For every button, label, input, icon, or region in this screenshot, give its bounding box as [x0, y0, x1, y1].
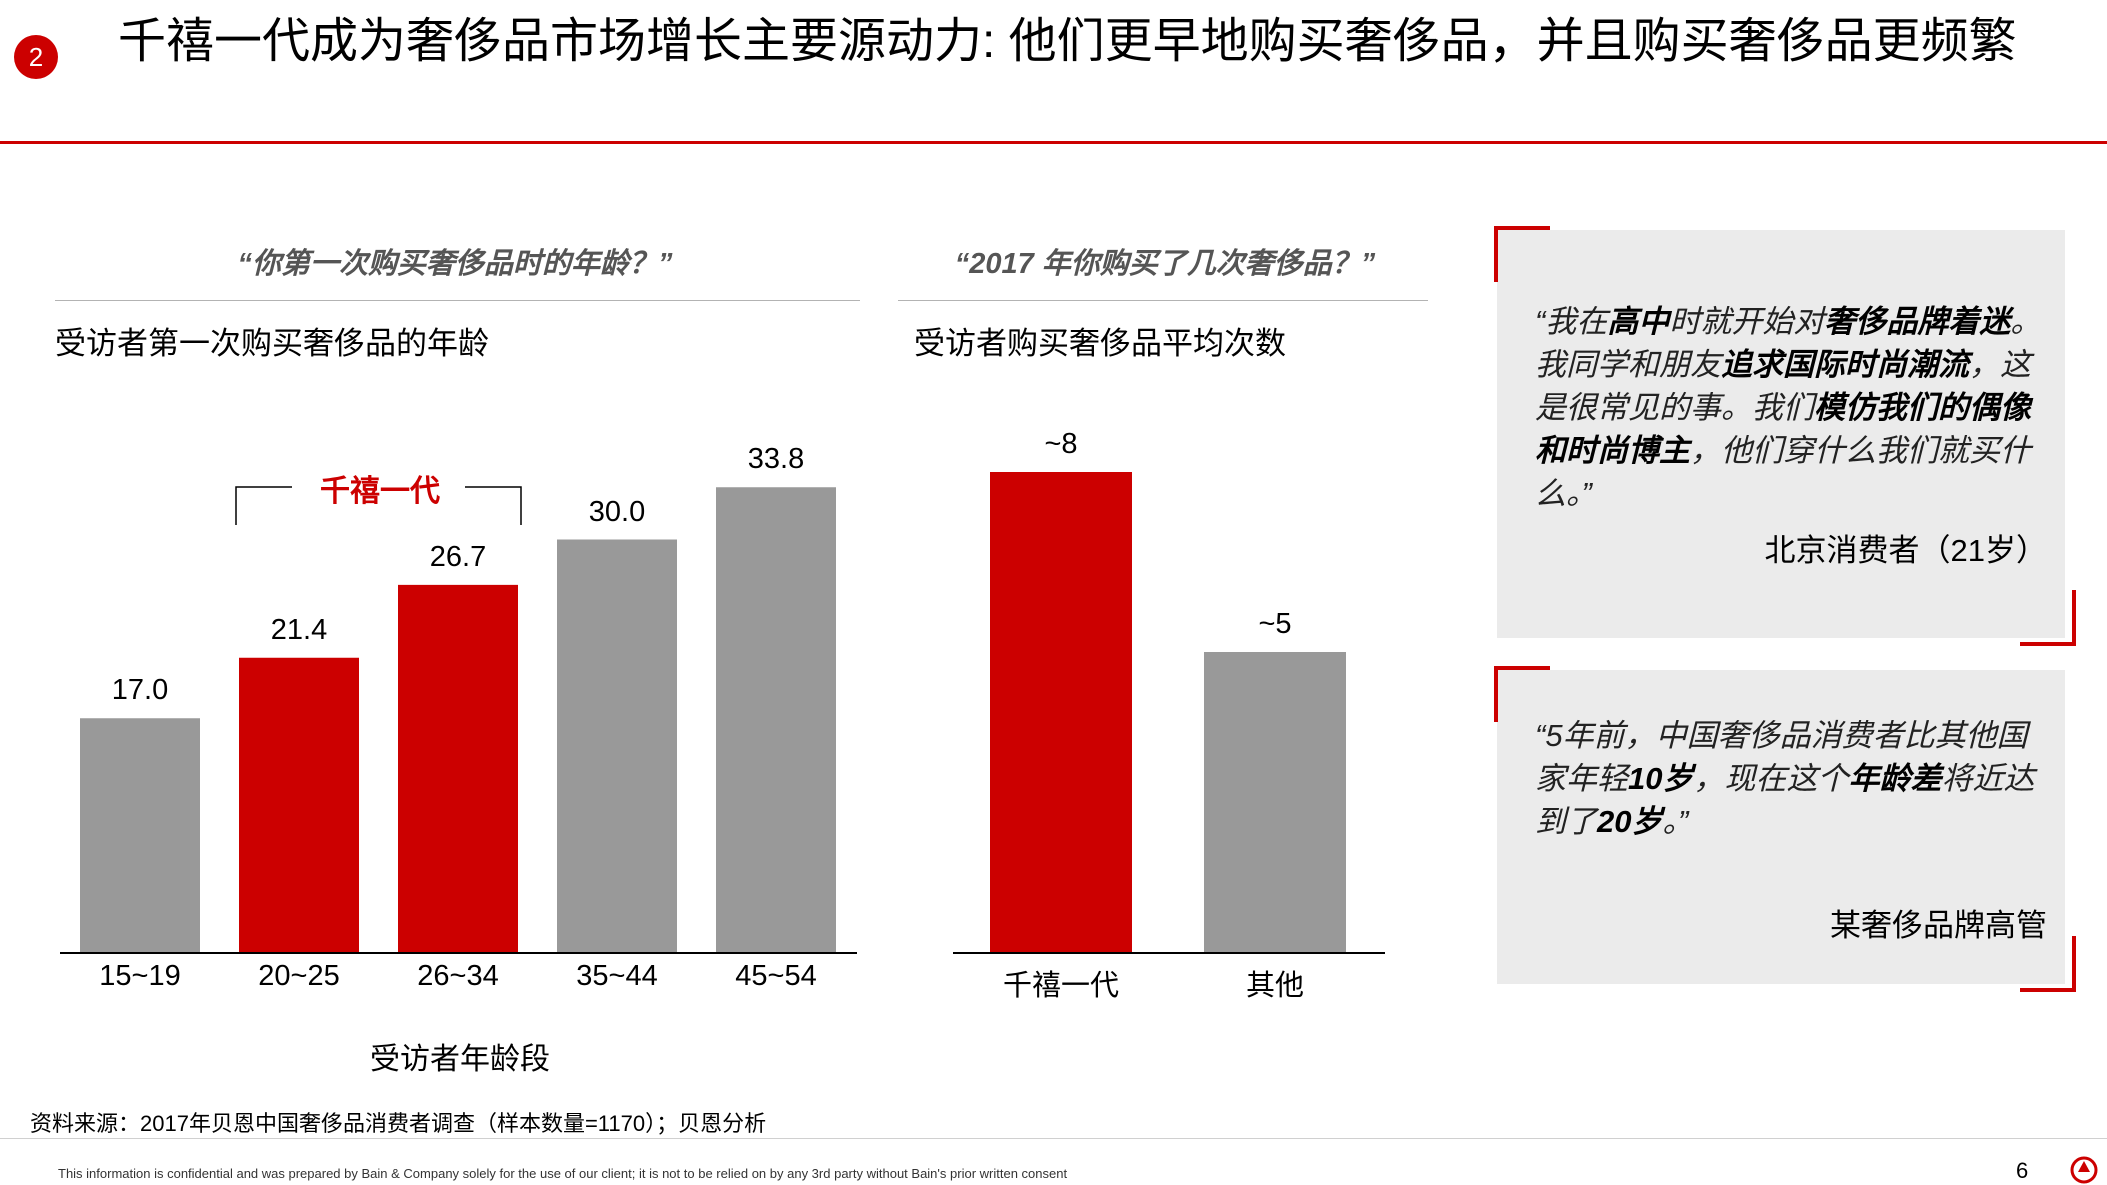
confidentiality-disclaimer: This information is confidential and was…: [58, 1166, 1068, 1181]
left-chart-axis-title: 受访者年龄段: [370, 1043, 550, 1076]
title-divider: [0, 141, 2107, 144]
category-label: 15~19: [99, 960, 181, 992]
bar-45~54: [716, 487, 836, 952]
middle-question-divider: [898, 300, 1428, 301]
category-label: 26~34: [417, 960, 499, 992]
bar-15~19: [80, 718, 200, 952]
bar-value-label: 30.0: [588, 495, 646, 528]
quote-emphasis: 模仿我们的偶像和时尚博主: [1535, 390, 2031, 468]
bar-value-label: ~8: [1044, 428, 1078, 460]
bain-logo-icon: [2070, 1156, 2098, 1184]
page-title: 千禧一代成为奢侈品市场增长主要源动力: 他们更早地购买奢侈品，并且购买奢侈品更频…: [118, 15, 2017, 68]
bar-26~34: [398, 584, 518, 952]
middle-chart-axis: [953, 952, 1385, 954]
quote-segment: ，这是很常见的事。我们: [1535, 347, 2031, 425]
quote-segment: “我在: [1535, 304, 1608, 339]
quote-emphasis: 10岁: [1628, 761, 1694, 796]
bar-其他: [1204, 652, 1346, 952]
millennial-bracket-label: 千禧一代: [320, 475, 440, 508]
middle-chart-subtitle: 受访者购买奢侈品平均次数: [914, 326, 1286, 361]
middle-question: “2017 年你购买了几次奢侈品？”: [954, 248, 1376, 280]
quote-segment: ，他们穿什么我们就买什么。”: [1535, 433, 2031, 511]
bar-value-label: 17.0: [111, 674, 169, 707]
quote-segment: 。我同学和朋友: [1535, 304, 2042, 382]
section-badge: 2: [14, 35, 58, 79]
bar-value-label: 26.7: [429, 540, 487, 573]
bar-35~44: [557, 539, 677, 952]
category-label: 35~44: [576, 960, 658, 992]
bar-value-label: 21.4: [270, 613, 328, 646]
footer-divider: [0, 1138, 2107, 1139]
quote-text: “5年前，中国奢侈品消费者比其他国家年轻10岁，现在这个年龄差将近达到了20岁。…: [1535, 714, 2055, 843]
quote-emphasis: 20岁: [1597, 804, 1663, 839]
quote-box-1-frame-corners: [1494, 226, 2076, 646]
quote-segment: 时就开始对: [1669, 304, 1825, 339]
quote-text: “我在高中时就开始对奢侈品牌着迷。我同学和朋友追求国际时尚潮流，这是很常见的事。…: [1535, 300, 2055, 515]
left-chart-subtitle: 受访者第一次购买奢侈品的年龄: [55, 326, 489, 361]
category-label: 45~54: [735, 960, 817, 992]
quote-segment: “5年前，中国奢侈品消费者比其他国家年轻: [1535, 718, 2028, 796]
quote-emphasis: 奢侈品牌着迷: [1824, 304, 2011, 339]
category-label: 其他: [1245, 970, 1304, 1002]
quote-segment: 。”: [1662, 804, 1689, 839]
quote-box-1: “我在高中时就开始对奢侈品牌着迷。我同学和朋友追求国际时尚潮流，这是很常见的事。…: [1497, 230, 2065, 638]
age-first-purchase-chart: [80, 487, 836, 952]
purchase-frequency-chart: [990, 472, 1346, 952]
bar-value-label: ~5: [1258, 608, 1292, 640]
bar-value-label: 33.8: [747, 443, 805, 476]
bar-20~25: [239, 657, 359, 952]
quote-attribution: 某奢侈品牌高管: [1830, 908, 2047, 943]
quote-emphasis: 高中: [1607, 304, 1670, 339]
page-number: 6: [2016, 1158, 2029, 1183]
source-note: 资料来源：2017年贝恩中国奢侈品消费者调查（样本数量=1170）；贝恩分析: [30, 1111, 767, 1136]
quote-box-2: “5年前，中国奢侈品消费者比其他国家年轻10岁，现在这个年龄差将近达到了20岁。…: [1497, 670, 2065, 984]
category-label: 20~25: [258, 960, 340, 992]
millennial-bracket: [235, 486, 522, 525]
bar-千禧一代: [990, 472, 1132, 952]
left-question-divider: [55, 300, 860, 301]
quote-attribution: 北京消费者（21岁）: [1764, 533, 2047, 568]
left-chart-axis: [60, 952, 857, 954]
quote-segment: ，现在这个: [1693, 761, 1849, 796]
quote-segment: 将近达到了: [1535, 761, 2035, 839]
quote-emphasis: 年龄差: [1848, 761, 1942, 796]
quote-box-2-frame-corners: [1494, 666, 2076, 992]
left-question: “你第一次购买奢侈品时的年龄？”: [237, 248, 673, 280]
category-label: 千禧一代: [1002, 970, 1119, 1002]
quote-emphasis: 追求国际时尚潮流: [1721, 347, 1969, 382]
